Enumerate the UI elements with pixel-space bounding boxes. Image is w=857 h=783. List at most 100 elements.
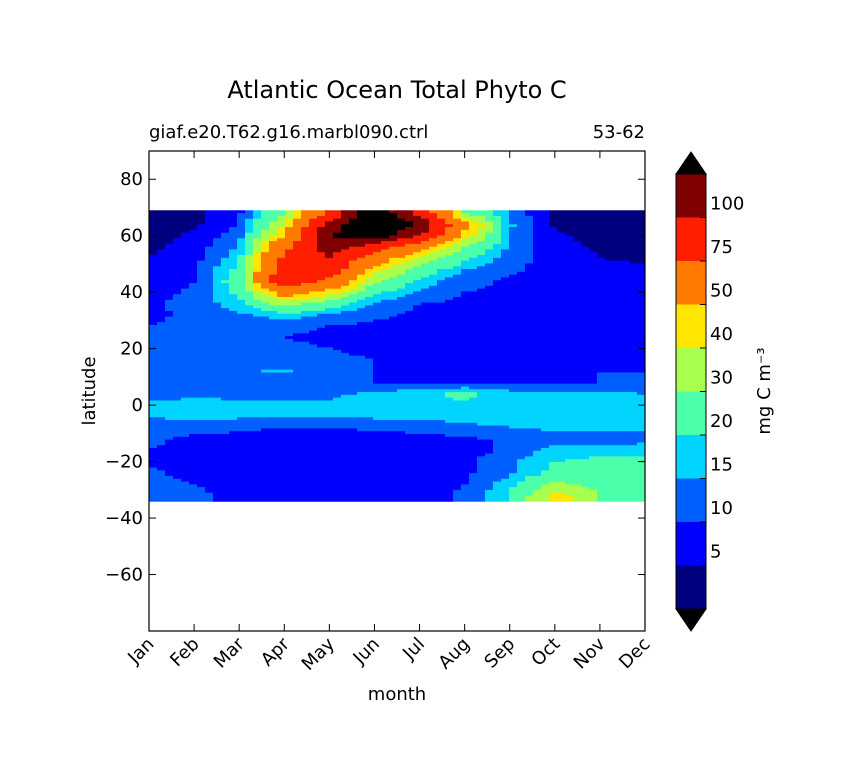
heatmap-cell [325,215,334,220]
heatmap-cell [437,344,446,348]
heatmap-cell [317,408,326,413]
heatmap-cell [389,255,398,259]
heatmap-cell [373,330,382,334]
heatmap-cell [157,221,166,225]
heatmap-cell [285,344,294,348]
heatmap-cell [405,277,414,281]
heatmap-cell [405,299,414,304]
heatmap-cell [613,425,622,430]
heatmap-cell [213,316,222,320]
heatmap-cell [445,394,454,399]
heatmap-cell [349,316,358,320]
heatmap-cell [173,403,182,407]
heatmap-cell [309,218,318,223]
heatmap-cell [317,238,326,242]
heatmap-cell [549,266,558,270]
heatmap-cell [493,246,502,251]
heatmap-cell [437,397,446,402]
heatmap-cell [429,305,438,309]
heatmap-cell [397,389,406,393]
heatmap-cell [365,355,374,360]
heatmap-cell [333,243,342,248]
heatmap-cell [149,316,158,320]
heatmap-cell [365,333,374,337]
heatmap-cell [557,288,566,292]
heatmap-cell [589,383,598,388]
heatmap-cell [501,383,510,388]
heatmap-cell [253,434,262,438]
heatmap-cell [197,389,206,393]
heatmap-cell [517,369,526,374]
heatmap-cell [573,235,582,239]
heatmap-cell [269,274,278,279]
heatmap-cell [437,257,446,262]
heatmap-cell [557,333,566,337]
heatmap-cell [437,392,446,396]
heatmap-cell [533,375,542,379]
heatmap-cell [517,414,526,418]
heatmap-cell [445,319,454,323]
heatmap-cell [437,350,446,354]
heatmap-cell [469,378,478,382]
heatmap-cell [485,316,494,320]
heatmap-cell [165,227,174,231]
heatmap-cell [309,255,318,259]
heatmap-cell [413,392,422,396]
heatmap-cell [285,227,294,231]
heatmap-cell [245,302,254,306]
heatmap-cell [341,249,350,253]
heatmap-cell [173,389,182,393]
heatmap-cell [229,350,238,354]
heatmap-cell [149,364,158,368]
heatmap-cell [309,397,318,402]
heatmap-cell [397,425,406,430]
heatmap-cell [629,344,638,348]
heatmap-cell [349,241,358,245]
heatmap-cell [149,263,158,267]
heatmap-cell [581,235,590,239]
heatmap-cell [421,389,430,393]
heatmap-cell [605,386,614,390]
heatmap-cell [229,408,238,413]
heatmap-cell [621,397,630,402]
heatmap-cell [349,372,358,376]
heatmap-cell [437,324,446,329]
heatmap-cell [229,364,238,368]
heatmap-cell [365,411,374,416]
heatmap-cell [525,280,534,284]
heatmap-cell [597,319,606,323]
heatmap-cell [613,408,622,413]
heatmap-cell [629,243,638,248]
heatmap-cell [437,425,446,430]
heatmap-cell [213,291,222,295]
heatmap-cell [501,347,510,351]
heatmap-cell [477,319,486,323]
heatmap-cell [197,352,206,357]
heatmap-cell [581,411,590,416]
heatmap-cell [173,358,182,362]
heatmap-cell [501,369,510,374]
heatmap-cell [405,285,414,290]
heatmap-cell [605,255,614,259]
heatmap-cell [637,263,645,267]
heatmap-cell [269,338,278,343]
heatmap-cell [149,302,158,306]
heatmap-cell [261,238,270,242]
heatmap-cell [597,235,606,239]
heatmap-cell [437,221,446,225]
heatmap-cell [429,221,438,225]
heatmap-cell [533,383,542,388]
heatmap-cell [477,291,486,295]
heatmap-cell [189,392,198,396]
heatmap-cell [245,221,254,225]
heatmap-cell [285,361,294,365]
heatmap-cell [261,232,270,237]
heatmap-cell [269,266,278,270]
heatmap-cell [541,288,550,292]
heatmap-cell [573,338,582,343]
heatmap-cell [477,408,486,413]
heatmap-cell [485,252,494,256]
heatmap-cell [541,355,550,360]
heatmap-cell [629,294,638,298]
heatmap-cell [389,394,398,399]
